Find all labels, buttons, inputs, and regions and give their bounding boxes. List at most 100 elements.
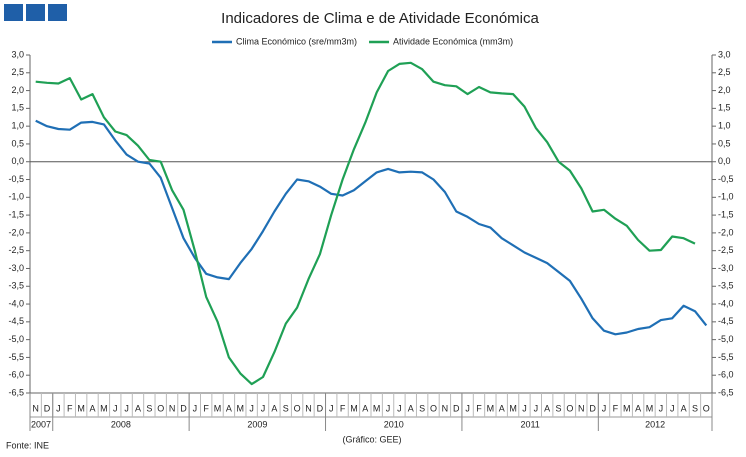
y-tick-label: 3,0 [11,49,24,59]
y2-tick-label: 2,0 [718,85,731,95]
x-tick-label: M [100,403,108,413]
year-label: 2008 [111,419,131,429]
x-tick-label: O [566,403,573,413]
x-tick-label: N [305,403,312,413]
x-tick-label: S [283,403,289,413]
legend-label: Clima Económico (sre/mm3m) [236,36,357,46]
x-tick-label: M [509,403,517,413]
x-tick-label: F [67,403,73,413]
x-tick-label: N [578,403,585,413]
y-tick-label: -6,0 [8,370,24,380]
x-tick-label: J [465,403,470,413]
x-tick-label: O [430,403,437,413]
y2-tick-label: -6,5 [718,387,734,397]
logo-square [4,4,23,21]
x-tick-label: A [90,403,96,413]
x-tick-label: A [135,403,141,413]
credit: (Gráfico: GEE) [342,434,401,444]
x-tick-label: N [32,403,39,413]
x-tick-label: D [317,403,324,413]
x-tick-label: S [692,403,698,413]
y2-tick-label: -2,5 [718,245,734,255]
x-tick-label: A [226,403,232,413]
y-tick-label: -1,0 [8,192,24,202]
x-tick-label: O [157,403,164,413]
x-tick-label: J [56,403,61,413]
y-tick-label: -3,5 [8,281,24,291]
y2-tick-label: -1,0 [718,192,734,202]
x-tick-label: J [386,403,391,413]
y-tick-label: -5,5 [8,352,24,362]
y-tick-label: 2,0 [11,85,24,95]
x-tick-label: O [703,403,710,413]
x-tick-label: A [544,403,550,413]
y2-tick-label: -3,5 [718,281,734,291]
y-tick-label: -4,0 [8,298,24,308]
x-tick-label: M [623,403,631,413]
x-tick-label: J [193,403,198,413]
y2-tick-label: 0,5 [718,138,731,148]
year-label: 2007 [31,419,51,429]
y-tick-label: 0,0 [11,156,24,166]
y2-tick-label: -5,5 [718,352,734,362]
y2-tick-label: -2,0 [718,227,734,237]
y2-tick-label: 3,0 [718,49,731,59]
y-tick-label: -5,0 [8,334,24,344]
series-line [35,119,708,336]
x-tick-label: J [602,403,607,413]
x-tick-label: A [635,403,641,413]
y2-tick-label: 1,0 [718,121,731,131]
year-label: 2010 [384,419,404,429]
x-tick-label: D [453,403,460,413]
x-tick-label: F [613,403,619,413]
x-tick-label: J [113,403,118,413]
y-tick-label: 1,0 [11,121,24,131]
y2-tick-label: -1,5 [718,209,734,219]
y2-tick-label: -3,0 [718,263,734,273]
x-tick-label: D [589,403,596,413]
series-line [35,61,696,386]
y-tick-label: -4,5 [8,316,24,326]
y-tick-label: -6,5 [8,387,24,397]
source: Fonte: INE [6,440,49,450]
logo-square [26,4,45,21]
x-tick-label: M [373,403,381,413]
y-tick-label: -1,5 [8,209,24,219]
x-tick-label: M [77,403,85,413]
x-tick-label: F [340,403,346,413]
y-tick-label: -0,5 [8,174,24,184]
x-tick-label: M [646,403,654,413]
x-tick-label: S [419,403,425,413]
logo-square [48,4,67,21]
x-tick-label: M [214,403,222,413]
chart-title: Indicadores de Clima e de Atividade Econ… [221,10,539,27]
x-tick-label: N [442,403,449,413]
x-tick-label: J [397,403,402,413]
y2-tick-label: -4,5 [718,316,734,326]
x-tick-label: A [362,403,368,413]
y-tick-label: -2,5 [8,245,24,255]
x-tick-label: J [534,403,539,413]
y2-tick-label: -4,0 [718,298,734,308]
x-tick-label: F [203,403,209,413]
x-tick-label: S [146,403,152,413]
y2-tick-label: 2,5 [718,67,731,77]
x-tick-label: N [169,403,176,413]
legend-label: Atividade Económica (mm3m) [393,36,513,46]
x-tick-label: J [670,403,675,413]
y2-tick-label: -5,0 [718,334,734,344]
y2-tick-label: 0,0 [718,156,731,166]
year-label: 2009 [247,419,267,429]
x-tick-label: J [522,403,527,413]
x-tick-label: J [124,403,129,413]
x-tick-label: A [408,403,414,413]
y-tick-label: 0,5 [11,138,24,148]
x-tick-label: A [681,403,687,413]
x-tick-label: D [180,403,187,413]
x-tick-label: D [44,403,51,413]
y-tick-label: 2,5 [11,67,24,77]
x-tick-label: J [659,403,664,413]
y-tick-label: -3,0 [8,263,24,273]
x-tick-label: S [556,403,562,413]
